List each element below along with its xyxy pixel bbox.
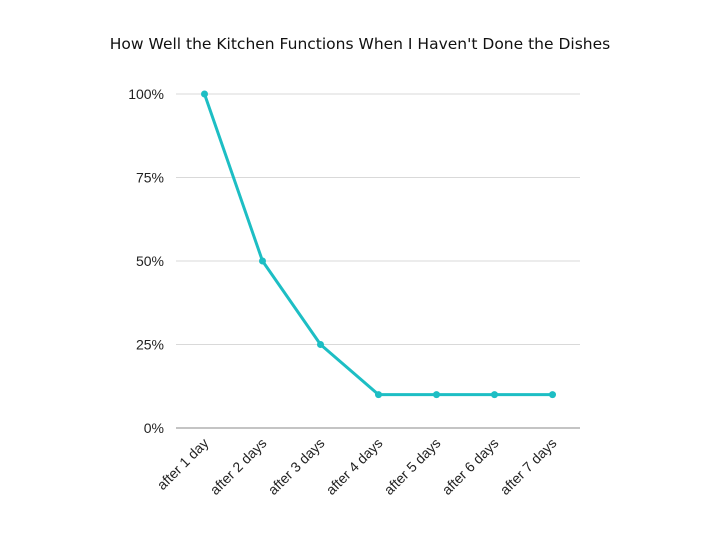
x-tick-label: after 2 days: [207, 435, 270, 498]
data-point: [491, 391, 498, 399]
y-axis-tick-labels: 0% 25% 50% 75% 100%: [128, 86, 164, 436]
x-tick-label: after 4 days: [323, 435, 386, 498]
chart-title: How Well the Kitchen Functions When I Ha…: [109, 35, 611, 53]
series-points: [201, 90, 556, 399]
y-tick-label: 75%: [136, 170, 164, 186]
data-point: [317, 341, 324, 348]
x-tick-label: after 5 days: [381, 435, 444, 498]
y-tick-label: 100%: [128, 86, 164, 102]
data-point: [433, 391, 440, 399]
data-point: [201, 90, 208, 98]
data-point: [549, 391, 556, 399]
x-tick-label: after 6 days: [439, 435, 502, 498]
series-line-path: [203, 93, 553, 397]
data-point: [259, 257, 266, 265]
data-point: [375, 391, 382, 399]
y-tick-label: 50%: [136, 253, 164, 269]
x-tick-label: after 7 days: [497, 435, 560, 498]
gridlines: [176, 93, 580, 345]
y-tick-label: 0%: [144, 420, 164, 436]
y-tick-label: 25%: [136, 337, 164, 353]
series-line: [203, 93, 553, 397]
x-tick-label: after 1 day: [154, 435, 212, 493]
x-tick-label: after 3 days: [265, 435, 328, 498]
